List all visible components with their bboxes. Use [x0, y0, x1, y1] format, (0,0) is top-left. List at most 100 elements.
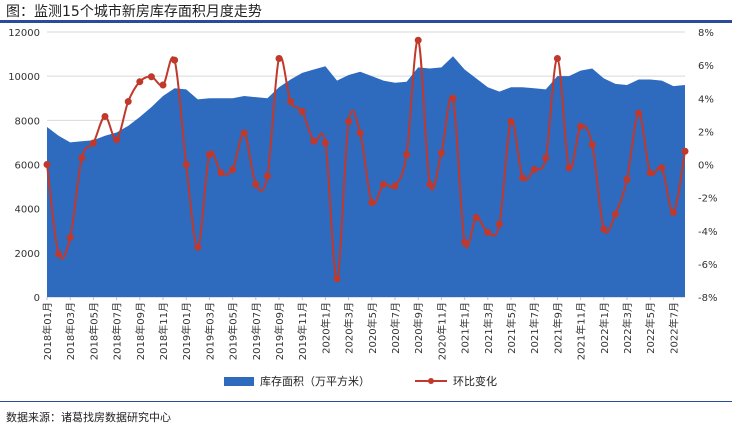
line-point: [240, 129, 248, 137]
x-tick-label: 2020年7月: [389, 302, 402, 354]
line-point: [113, 136, 121, 144]
line-point: [635, 109, 643, 117]
line-point: [101, 112, 109, 120]
left-axis-labels: 0 2000 4000 6000 8000 10000 12000: [8, 28, 40, 304]
line-point: [298, 108, 306, 115]
right-tick-label: -6%: [698, 260, 717, 271]
line-point: [484, 228, 492, 236]
footer-divider: [0, 401, 732, 402]
left-tick-label: 4000: [15, 205, 40, 216]
line-point: [437, 149, 445, 157]
x-tick-label: 2020年11月: [435, 302, 448, 360]
line-point: [310, 137, 318, 145]
line-point: [43, 161, 51, 168]
left-tick-label: 2000: [15, 249, 40, 260]
x-tick-label: 2021年5月: [505, 302, 518, 354]
right-tick-label: -8%: [698, 293, 717, 304]
x-tick-label: 2022年1月: [598, 302, 611, 354]
line-point: [472, 214, 480, 221]
line-point: [588, 141, 596, 149]
x-tick-label: 2019年07月: [250, 302, 263, 360]
line-point: [449, 94, 457, 102]
line-series-layer: [43, 36, 689, 283]
line-point: [600, 225, 608, 233]
chart-plot: 0 2000 4000 6000 8000 10000 12000 -8% -6% -4% -2%…: [8, 28, 717, 388]
right-axis-labels: -8% -6% -4% -2% 0% 2% 4% 6% 8%: [698, 28, 717, 304]
line-point: [78, 154, 86, 162]
source-note: 数据来源：诸葛找房数据研究中心: [6, 411, 171, 424]
legend-label-line: 环比变化: [453, 374, 497, 388]
title-underline: [0, 20, 732, 23]
right-tick-label: 0%: [698, 161, 714, 172]
x-tick-label: 2019年03月: [203, 302, 216, 360]
x-tick-label: 2018年11月: [157, 302, 170, 360]
line-point: [345, 117, 353, 125]
line-point: [495, 220, 503, 228]
line-point: [171, 56, 179, 64]
x-axis-labels: 2018年01月 2018年03月 2018年05月 2018年07月 2018年09月…: [41, 297, 680, 360]
line-point: [205, 151, 213, 159]
line-point: [89, 139, 97, 147]
left-tick-label: 12000: [8, 28, 40, 39]
line-point: [252, 180, 260, 188]
line-point: [379, 180, 387, 188]
line-point: [519, 174, 527, 182]
line-point: [147, 73, 155, 81]
line-point: [194, 243, 202, 251]
line-point: [542, 154, 550, 162]
line-point: [391, 182, 399, 190]
line-point: [461, 238, 469, 246]
line-point: [553, 55, 561, 62]
line-point: [217, 169, 225, 177]
x-tick-label: 2018年09月: [134, 302, 147, 360]
x-tick-label: 2019年11月: [296, 302, 309, 360]
line-point: [66, 233, 74, 241]
line-point: [159, 81, 167, 89]
line-point: [507, 117, 515, 125]
line-point: [136, 78, 144, 86]
right-tick-label: 8%: [698, 28, 714, 39]
left-tick-label: 10000: [8, 72, 40, 83]
x-tick-label: 2021年9月: [551, 302, 564, 354]
line-point: [623, 175, 631, 183]
line-point: [681, 147, 689, 155]
right-tick-label: -2%: [698, 194, 717, 205]
right-tick-label: 4%: [698, 94, 714, 105]
line-point: [611, 210, 619, 218]
legend-label-area: 库存面积（万平方米）: [260, 374, 370, 388]
x-tick-label: 2022年3月: [621, 302, 634, 354]
line-point: [403, 151, 411, 159]
x-tick-label: 2020年1月: [319, 302, 332, 354]
line-point: [414, 36, 422, 44]
x-tick-label: 2020年9月: [412, 302, 425, 354]
legend-swatch-area: [224, 377, 254, 386]
x-tick-label: 2018年05月: [87, 302, 100, 360]
x-tick-label: 2020年3月: [343, 302, 356, 354]
x-tick-label: 2021年1月: [459, 302, 472, 354]
line-point: [530, 165, 538, 173]
line-point: [287, 98, 295, 106]
line-point: [229, 165, 237, 173]
x-tick-label: 2020年5月: [366, 302, 379, 354]
line-point: [321, 139, 329, 147]
line-point: [565, 164, 573, 172]
legend-marker-line: [428, 378, 434, 384]
right-tick-label: 6%: [698, 61, 714, 72]
left-tick-label: 8000: [15, 116, 40, 127]
line-point: [658, 164, 666, 172]
x-tick-label: 2019年01月: [180, 302, 193, 360]
line-point: [426, 180, 434, 188]
line-point: [356, 129, 364, 137]
x-tick-label: 2021年11月: [575, 302, 588, 360]
line-point: [333, 275, 341, 283]
legend: 库存面积（万平方米） 环比变化: [224, 374, 497, 388]
line-point: [263, 172, 271, 180]
x-tick-label: 2018年03月: [64, 302, 77, 360]
left-tick-label: 6000: [15, 161, 40, 172]
line-point: [275, 55, 283, 62]
x-tick-label: 2022年7月: [667, 302, 680, 354]
line-point: [669, 209, 677, 217]
x-tick-label: 2018年07月: [111, 302, 124, 360]
line-point: [124, 98, 132, 106]
line-point: [646, 169, 654, 177]
